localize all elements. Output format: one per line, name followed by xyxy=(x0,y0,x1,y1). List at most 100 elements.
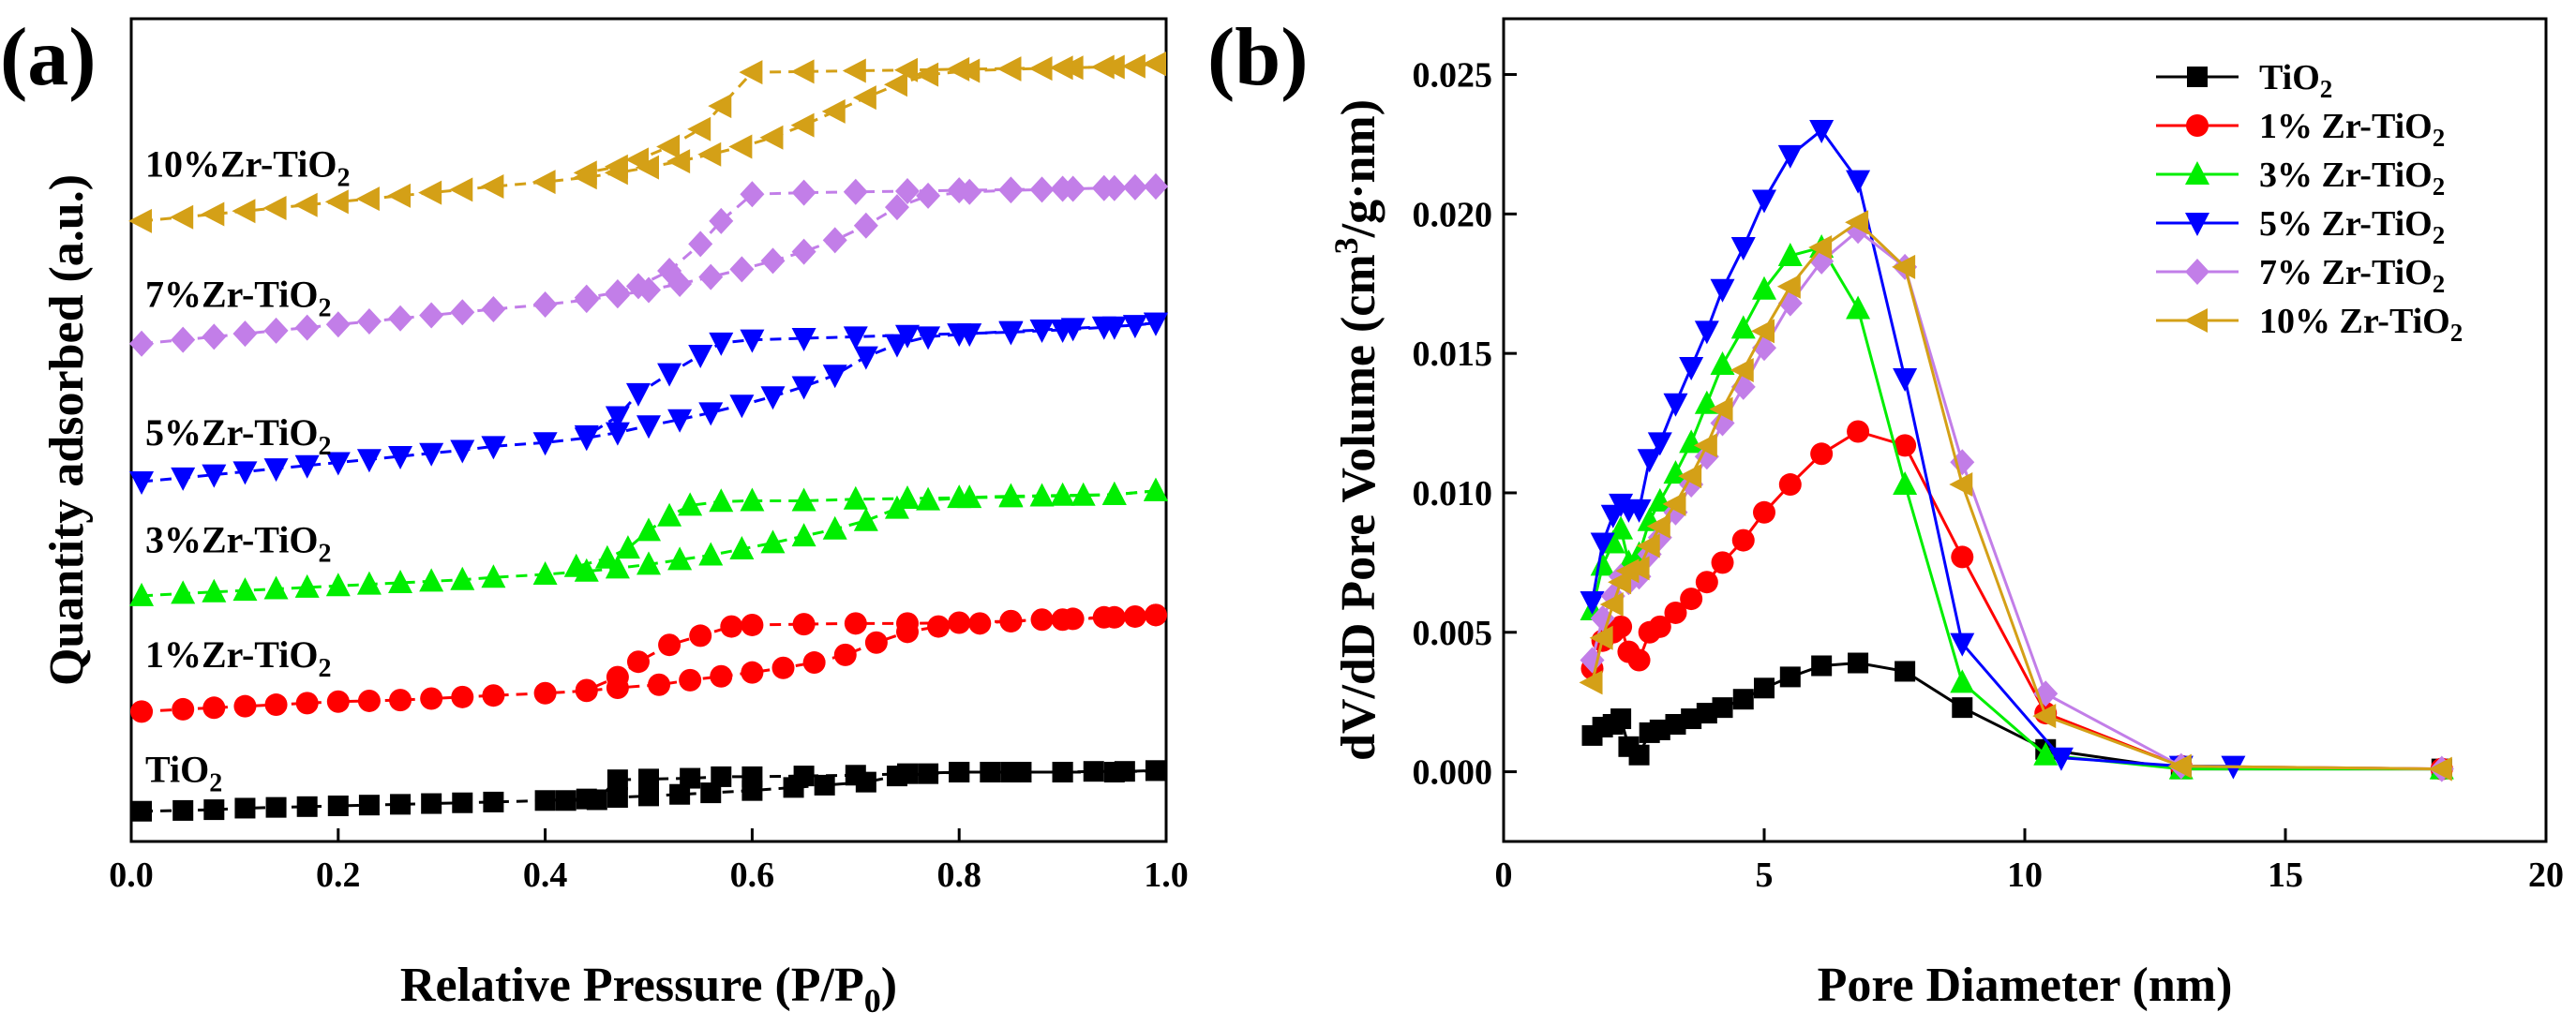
panel-b-y-tick-label: 0.000 xyxy=(1413,753,1493,793)
panel-a-data-point xyxy=(1144,603,1167,627)
panel-a-data-point xyxy=(232,577,258,602)
panel-a-data-point xyxy=(657,363,682,387)
panel-b-legend-label: 3% Zr-TiO2 xyxy=(2259,156,2445,201)
panel-a-data-point xyxy=(483,791,504,812)
panel-b-data-point xyxy=(1730,315,1756,339)
panel-b-data-point xyxy=(1949,472,1973,498)
panel-a-data-point xyxy=(680,767,701,789)
panel-a-data-point xyxy=(421,793,442,814)
panel-a-data-point xyxy=(264,693,288,717)
panel-a-series-5 xyxy=(128,52,1166,233)
panel-b-data-point xyxy=(1646,514,1670,539)
panel-a-data-point xyxy=(481,564,506,588)
panel-a-data-point xyxy=(387,183,412,208)
panel-b-x-tick-label: 15 xyxy=(2268,856,2303,895)
panel-b-ylabel: dV/dD Pore Volume (cm3/g·nm) xyxy=(1327,99,1385,761)
panel-a-data-point xyxy=(1052,762,1073,783)
panel-b-data-point xyxy=(1731,528,1755,552)
panel-a-data-point xyxy=(594,544,620,569)
panel-a-data-point xyxy=(533,681,557,705)
panel-b-data-point xyxy=(1580,591,1605,616)
panel-a-x-tick-label: 1.0 xyxy=(1144,856,1189,895)
panel-a-data-point xyxy=(450,566,475,590)
panel-a-data-point xyxy=(688,345,713,369)
panel-b-data-point xyxy=(1678,464,1702,489)
panel-b-data-point xyxy=(1951,545,1974,569)
panel-b-data-point xyxy=(1696,703,1717,724)
panel-b-data-point xyxy=(1893,367,1918,392)
panel-a-data-point xyxy=(534,790,556,811)
panel-a-data-point xyxy=(740,181,765,208)
panel-a-desorption-line xyxy=(565,768,1157,802)
panel-a-data-point xyxy=(263,317,289,344)
panel-b-data-point xyxy=(2048,747,2074,771)
panel-a-data-point xyxy=(821,98,846,124)
panel-a-data-point xyxy=(480,174,504,200)
panel-a-data-point xyxy=(710,664,733,688)
panel-a-data-point xyxy=(327,796,349,817)
panel-a-data-point xyxy=(171,467,196,491)
panel-b-data-point xyxy=(1895,661,1916,682)
panel-a-data-point xyxy=(760,529,786,554)
panel-b-data-point xyxy=(1778,473,1802,497)
panel-b-data-point xyxy=(1810,442,1834,466)
panel-a-data-point xyxy=(625,273,651,300)
panel-a-data-point xyxy=(843,485,868,510)
panel-b-data-point xyxy=(1892,254,1916,279)
panel-a-data-point xyxy=(793,766,815,787)
panel-a-series-label: 7%Zr-TiO2 xyxy=(145,274,331,323)
panel-a-x-tick-label: 0.4 xyxy=(523,856,568,895)
panel-b-x-tick-label: 0 xyxy=(1495,856,1513,895)
panel-a-data-point xyxy=(698,402,724,426)
panel-a-data-point xyxy=(790,59,815,84)
panel-b-data-point xyxy=(1709,396,1733,422)
panel-a-data-point xyxy=(740,487,765,512)
panel-b-data-point xyxy=(1662,491,1686,516)
panel-a-data-point xyxy=(573,160,597,186)
panel-a-series-label: 1%Zr-TiO2 xyxy=(145,633,331,683)
panel-a-data-point xyxy=(822,365,847,389)
panel-a-data-point xyxy=(687,116,711,141)
panel-a-data-point xyxy=(1101,174,1127,201)
panel-b-data-point xyxy=(1950,669,1975,693)
panel-a-data-point xyxy=(708,94,732,119)
panel-b-data-point xyxy=(1809,120,1835,144)
panel-b-data-point xyxy=(1846,295,1871,320)
panel-a-data-point xyxy=(947,323,972,348)
panel-a-data-point xyxy=(170,204,194,230)
panel-b-data-point xyxy=(1711,551,1734,574)
panel-b-data-point xyxy=(2428,756,2452,781)
panel-a-ylabel: Quantity adsorbed (a.u.) xyxy=(40,174,94,686)
panel-a-data-point xyxy=(325,311,351,338)
panel-b-series-line xyxy=(1591,429,2442,771)
panel-a-data-point xyxy=(760,247,786,275)
panel-a-data-point xyxy=(263,458,289,483)
panel-b-legend-label: 10% Zr-TiO2 xyxy=(2259,302,2463,347)
panel-a-series-0 xyxy=(131,760,1166,822)
panel-a-data-point xyxy=(1050,175,1075,202)
panel-a-data-point xyxy=(844,612,867,635)
panel-a-data-point xyxy=(802,651,826,675)
panel-a-data-point xyxy=(1143,477,1168,501)
panel-a-series-label: 5%Zr-TiO2 xyxy=(145,411,331,461)
panel-a-data-point xyxy=(481,295,506,322)
panel-a-data-point xyxy=(1101,54,1125,80)
panel-b-letter: (b) xyxy=(1207,12,1309,103)
panel-a-data-point xyxy=(666,149,691,174)
panel-a-data-point xyxy=(948,611,971,634)
panel-a-data-point xyxy=(997,56,1022,82)
panel-b-data-point xyxy=(1680,588,1703,611)
panel-b-y-tick-label: 0.025 xyxy=(1413,56,1493,96)
panel-a-data-point xyxy=(325,452,351,476)
panel-b-data-point xyxy=(1753,500,1775,524)
panel-b-data-point xyxy=(1610,708,1632,730)
panel-b-y-tick-label: 0.005 xyxy=(1413,614,1493,653)
panel-a-data-point xyxy=(949,762,970,783)
panel-a-data-point xyxy=(927,615,951,638)
panel-a-data-point xyxy=(843,326,868,350)
panel-a-data-point xyxy=(853,346,878,370)
panel-a-data-point xyxy=(678,492,703,516)
panel-b-data-point xyxy=(1625,556,1650,581)
panel-a: (a) 0.0 0.2 0.4 0.6 0.8 1.0 TiO2 1%Zr-TiO2 3%Zr… xyxy=(0,12,1189,1020)
